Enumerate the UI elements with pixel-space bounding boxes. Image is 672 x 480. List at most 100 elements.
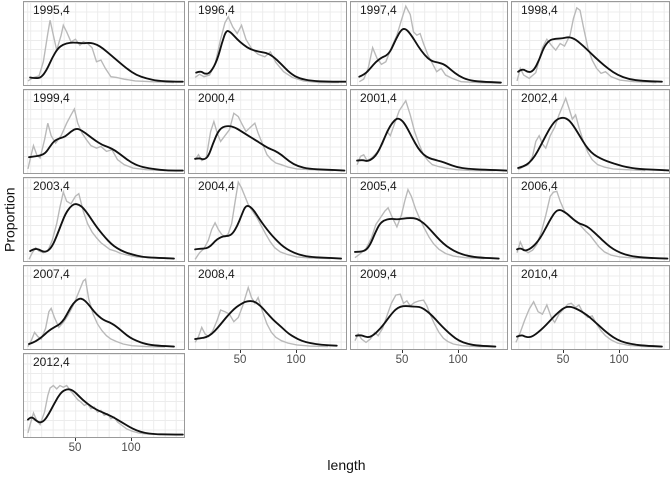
- facet-panel: 2005,4: [350, 177, 508, 262]
- observed-line: [27, 278, 166, 348]
- facet-label: 2010,4: [521, 267, 558, 281]
- fitted-line: [356, 117, 507, 172]
- observed-line: [194, 285, 328, 348]
- panel-plot: [194, 15, 346, 84]
- x-tick-label: 50: [68, 442, 82, 454]
- facet-panel: 1999,4: [23, 89, 185, 174]
- fitted-line: [516, 305, 663, 348]
- panel-plot: [517, 96, 669, 172]
- fitted-line: [29, 41, 184, 83]
- facet-panel: 1996,4: [188, 1, 347, 86]
- facet-label: 1997,4: [360, 3, 397, 17]
- x-tick-label: 50: [556, 354, 570, 366]
- fitted-line: [195, 30, 346, 83]
- y-axis-title: Proportion: [1, 187, 18, 252]
- observed-line: [354, 187, 485, 260]
- facet-label: 2000,4: [198, 91, 235, 105]
- observed-line: [194, 180, 331, 260]
- panel-plot: [194, 285, 338, 348]
- x-tick-label: 50: [233, 354, 247, 366]
- fitted-line: [517, 36, 663, 83]
- panel-plot: [356, 99, 507, 172]
- facet-panel: 1997,4: [350, 1, 508, 86]
- panel-plot: [27, 384, 184, 436]
- panel-plot: [27, 107, 184, 172]
- facet-panel: 2002,4: [511, 89, 670, 174]
- facet-label: 2006,4: [521, 179, 558, 193]
- observed-line: [358, 4, 501, 85]
- fitted-line: [358, 27, 502, 84]
- facet-label: 2008,4: [198, 267, 235, 281]
- panel-plot: [27, 278, 175, 348]
- facet-label: 2012,4: [33, 355, 70, 369]
- observed-line: [194, 15, 339, 84]
- facet-label: 1998,4: [521, 3, 558, 17]
- observed-line: [27, 107, 166, 172]
- x-tick-mark: [402, 350, 403, 353]
- observed-line: [515, 300, 662, 348]
- x-axis-title: length: [327, 457, 366, 473]
- facet-label: 1996,4: [198, 3, 235, 17]
- facet-panel: 1998,4: [511, 1, 670, 86]
- facet-panel: 2001,4: [350, 89, 508, 174]
- x-tick-mark: [131, 438, 132, 441]
- x-tick-label: 100: [609, 354, 629, 366]
- x-tick-label: 100: [121, 442, 141, 454]
- panel-plot: [515, 300, 663, 348]
- fitted-line: [517, 116, 669, 172]
- panel-plot: [516, 6, 663, 84]
- panel-plot: [358, 4, 502, 85]
- facet-label: 2001,4: [360, 91, 397, 105]
- x-tick-label: 50: [395, 354, 409, 366]
- facet-label: 2002,4: [521, 91, 558, 105]
- observed-line: [517, 96, 646, 172]
- fitted-line: [194, 300, 338, 347]
- fitted-line: [194, 205, 343, 260]
- fitted-line: [29, 203, 175, 260]
- facet-label: 2005,4: [360, 179, 397, 193]
- panel-plot: [354, 293, 497, 348]
- x-tick-mark: [240, 350, 241, 353]
- fitted-line: [28, 127, 184, 172]
- panel-plot: [27, 20, 184, 84]
- panel-plot: [194, 180, 343, 260]
- observed-line: [194, 112, 334, 172]
- facet-panel: 2003,4: [23, 177, 185, 262]
- x-tick-mark: [75, 438, 76, 441]
- facet-panel: 2004,4: [188, 177, 347, 262]
- facet-label: 2007,4: [33, 267, 70, 281]
- facet-panel: 2007,4: [23, 265, 185, 350]
- facet-label: 2004,4: [198, 179, 235, 193]
- fitted-line: [27, 388, 184, 436]
- facet-label: 1999,4: [33, 91, 70, 105]
- observed-line: [516, 6, 657, 84]
- facet-label: 1995,4: [33, 3, 70, 17]
- fitted-line: [516, 209, 669, 260]
- facet-label: 2009,4: [360, 267, 397, 281]
- facet-panel: 1995,4: [23, 1, 185, 86]
- fitted-line: [194, 125, 346, 172]
- facet-label: 2003,4: [33, 179, 70, 193]
- fitted-line: [355, 305, 497, 348]
- observed-line: [354, 293, 496, 348]
- facet-panel: 2006,4: [511, 177, 670, 262]
- x-tick-label: 100: [448, 354, 468, 366]
- panel-plot: [194, 112, 346, 172]
- facet-panel: 2008,4 50 100: [188, 265, 347, 366]
- facet-panel: 2012,4 50 100: [23, 353, 185, 454]
- observed-line: [27, 384, 161, 436]
- x-tick-mark: [296, 350, 297, 353]
- fitted-line: [354, 217, 500, 260]
- panel-plot: [354, 187, 500, 260]
- facet-panel: 2009,4 50 100: [350, 265, 508, 366]
- observed-line: [356, 99, 496, 172]
- facet-panel: 2010,4 50 100: [511, 265, 670, 366]
- observed-line: [27, 20, 174, 84]
- panel-plot: [516, 190, 669, 260]
- x-tick-label: 100: [286, 354, 306, 366]
- x-tick-mark: [458, 350, 459, 353]
- panel-plot: [28, 189, 175, 260]
- fitted-line: [28, 297, 175, 348]
- facet-panel: 2000,4: [188, 89, 347, 174]
